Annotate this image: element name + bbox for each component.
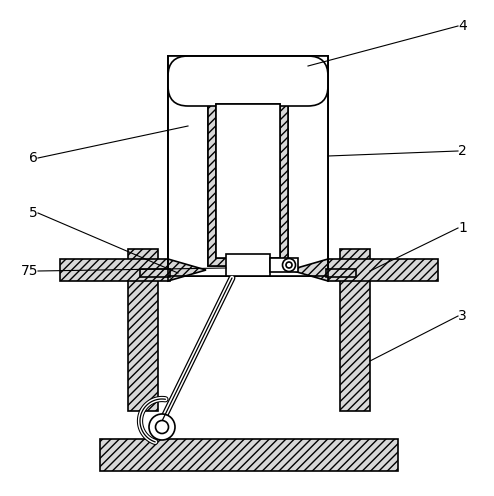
Bar xyxy=(270,258,298,272)
Circle shape xyxy=(156,421,168,434)
Bar xyxy=(168,258,328,282)
Bar xyxy=(326,269,356,277)
Bar xyxy=(100,439,398,471)
Bar xyxy=(60,259,170,281)
Polygon shape xyxy=(290,259,328,281)
Bar xyxy=(208,96,288,266)
Bar xyxy=(216,104,280,258)
FancyBboxPatch shape xyxy=(168,56,328,106)
Bar xyxy=(168,56,328,276)
Bar xyxy=(169,86,327,106)
Bar xyxy=(168,56,328,276)
Circle shape xyxy=(286,262,292,268)
Text: 5: 5 xyxy=(29,206,38,220)
Polygon shape xyxy=(168,259,206,281)
Text: 6: 6 xyxy=(29,151,38,165)
Bar xyxy=(169,56,327,276)
Bar xyxy=(328,259,438,281)
Bar xyxy=(128,249,158,411)
Text: 3: 3 xyxy=(458,309,467,323)
Text: 2: 2 xyxy=(458,144,467,158)
Text: 75: 75 xyxy=(20,264,38,278)
Bar xyxy=(216,104,280,258)
Bar xyxy=(140,269,170,277)
Bar xyxy=(226,254,270,276)
Circle shape xyxy=(149,414,175,440)
Circle shape xyxy=(283,258,295,271)
Text: 4: 4 xyxy=(458,19,467,33)
Bar xyxy=(168,56,328,276)
Bar xyxy=(340,249,370,411)
Text: 1: 1 xyxy=(458,221,467,235)
Bar xyxy=(208,96,288,266)
